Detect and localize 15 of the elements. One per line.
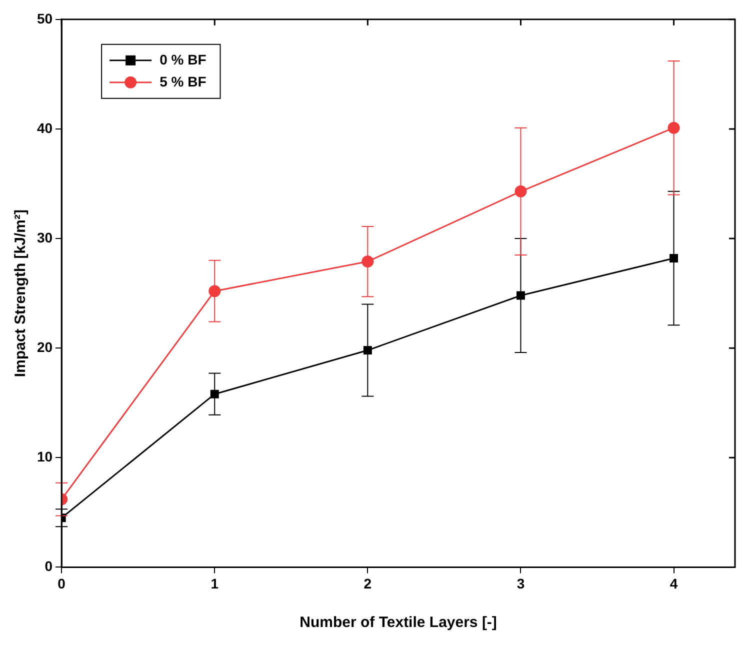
- legend-label: 0 % BF: [160, 51, 207, 68]
- x-axis-title: Number of Textile Layers [-]: [300, 614, 497, 632]
- x-tick-label: 2: [364, 575, 372, 592]
- y-tick-label: 50: [36, 10, 53, 26]
- y-axis-title: Impact Strength [kJ/m²]: [12, 210, 30, 378]
- y-tick-label: 30: [36, 229, 53, 246]
- x-tick-label: 1: [210, 575, 219, 592]
- y-tick-label: 10: [36, 448, 53, 464]
- x-tick-label: 3: [516, 575, 525, 592]
- legend-label: 5 % BF: [160, 73, 207, 90]
- y-tick-label: 20: [36, 338, 53, 355]
- y-tick-label: 40: [36, 120, 53, 136]
- x-tick-label: 0: [58, 575, 66, 592]
- x-tick-label: 4: [670, 575, 678, 592]
- y-tick-label: 0: [44, 558, 53, 574]
